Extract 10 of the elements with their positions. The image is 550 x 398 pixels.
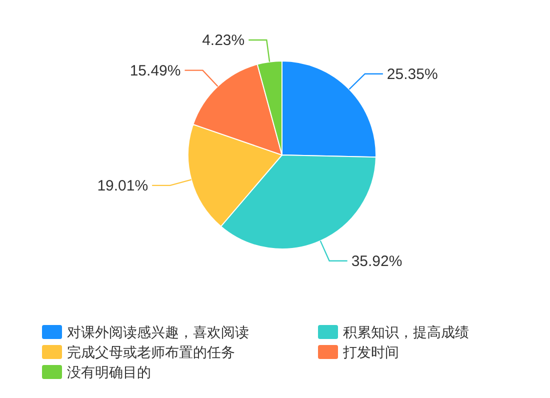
legend-label: 对课外阅读感兴趣，喜欢阅读 (67, 324, 249, 340)
data-label: 15.49% (130, 62, 181, 80)
legend-label: 积累知识，提高成绩 (343, 324, 469, 340)
data-label: 25.35% (386, 66, 438, 83)
data-label: 4.23% (202, 32, 245, 50)
legend-label: 完成父母或老师布置的任务 (67, 344, 235, 360)
data-label: 19.01% (97, 177, 148, 194)
legend-label: 没有明确目的 (67, 364, 151, 380)
data-label: 35.92% (351, 252, 402, 270)
legend-label: 打发时间 (342, 344, 399, 360)
